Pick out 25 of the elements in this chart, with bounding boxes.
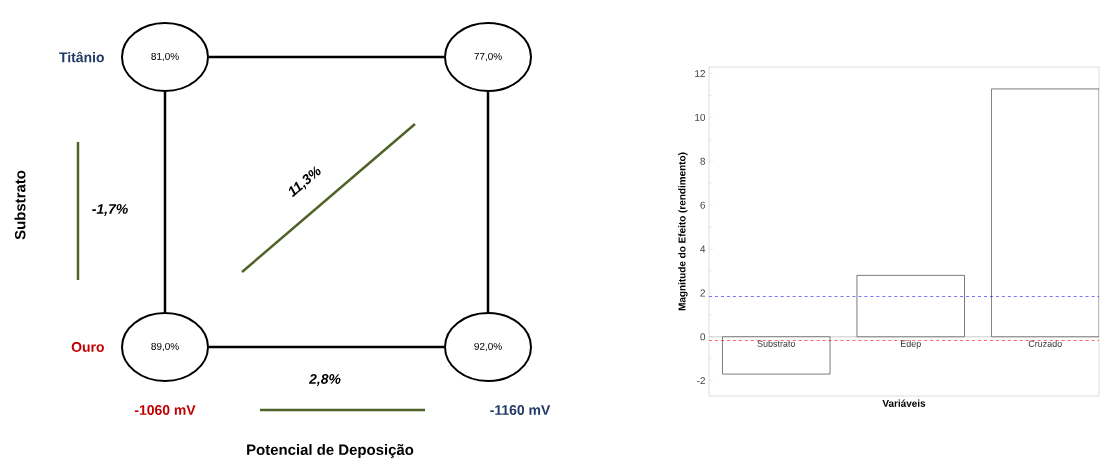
- y-tick-label: 0: [700, 333, 706, 341]
- category-label: Titânio: [59, 51, 104, 63]
- text: -1,7%: [92, 204, 128, 216]
- y-tick-label: 4: [700, 245, 706, 253]
- text: 89,0%: [151, 342, 179, 352]
- y-tick-label: -2: [697, 377, 705, 385]
- text: Potencial de Deposição: [247, 444, 414, 458]
- text: Substrato: [14, 170, 26, 240]
- text: 77,0%: [474, 52, 502, 62]
- text: 2,8%: [308, 374, 341, 386]
- y-tick-label: 12: [695, 70, 705, 78]
- y-tick-label: 2: [700, 289, 705, 297]
- x-tick-label: Edep: [901, 340, 921, 349]
- y-tick-label: 10: [695, 113, 706, 121]
- text: 81,0%: [151, 52, 179, 62]
- category-label: -1060 mV: [134, 405, 196, 415]
- y-axis-title: Magnitude do Efeito (rendimento): [678, 152, 688, 311]
- x-axis-title: Variáveis: [882, 399, 926, 407]
- text: 92,0%: [474, 342, 502, 352]
- x-tick-label: Substrato: [757, 340, 796, 347]
- category-label: -1160 mV: [490, 405, 551, 415]
- y-tick-label: 8: [700, 157, 706, 165]
- x-tick-label: Cruzado: [1028, 340, 1062, 347]
- category-label: Ouro: [71, 342, 104, 352]
- y-tick-label: 6: [700, 201, 706, 209]
